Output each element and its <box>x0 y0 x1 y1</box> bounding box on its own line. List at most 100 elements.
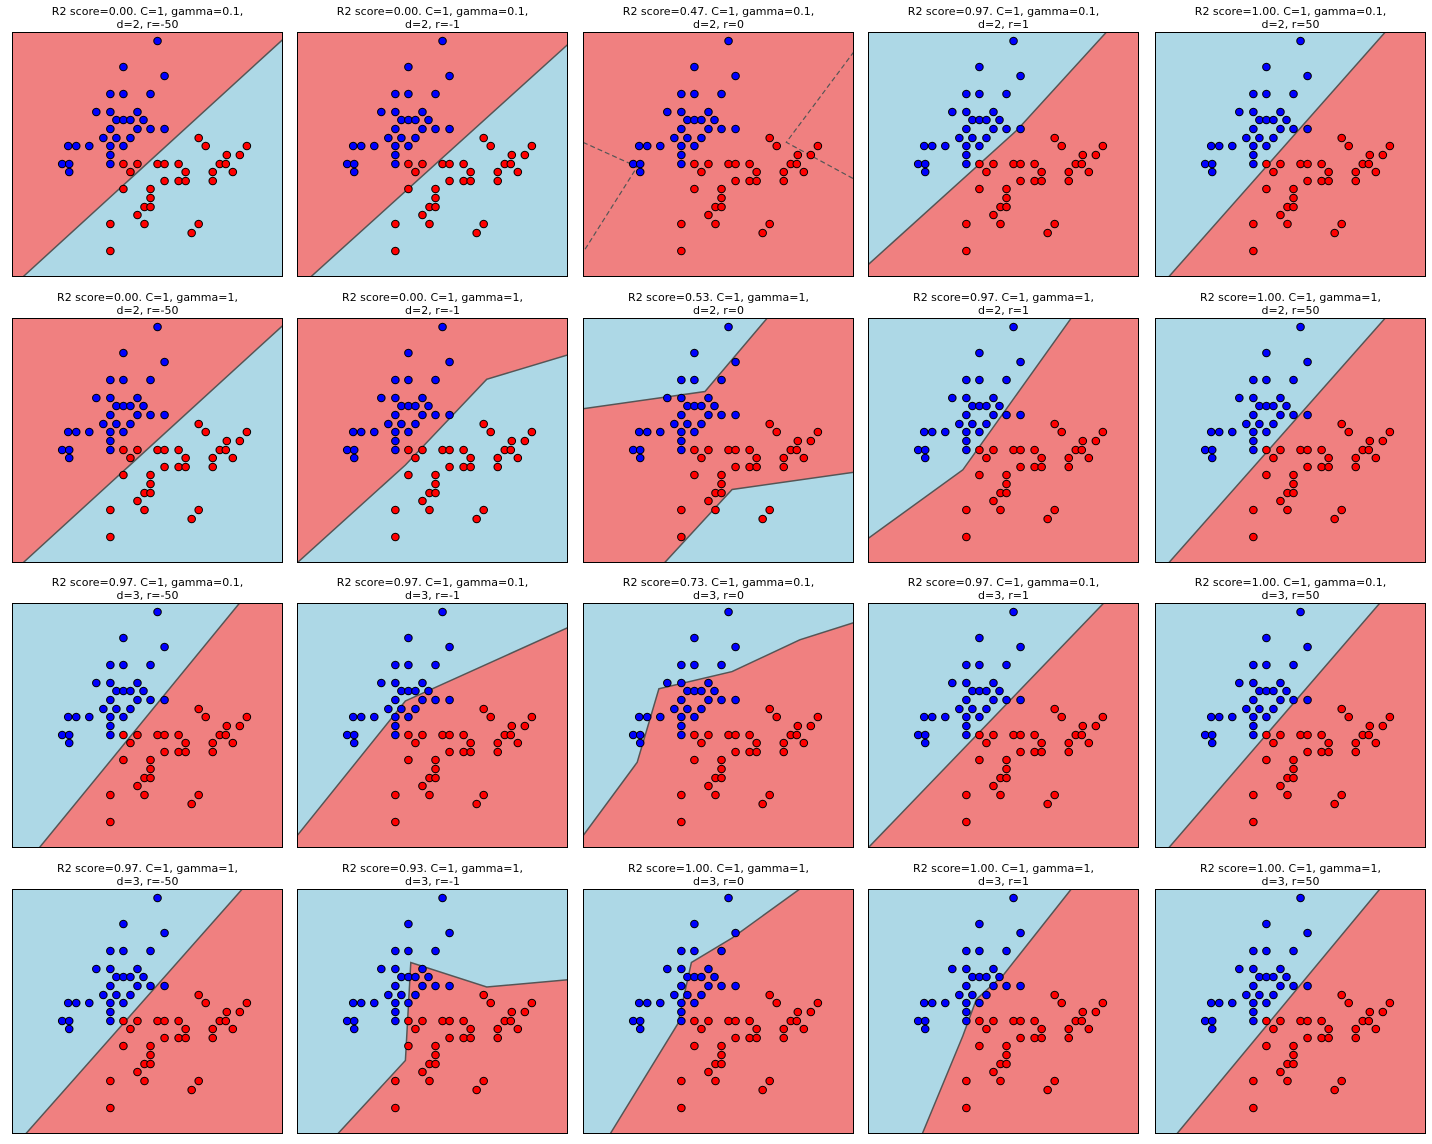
point <box>989 210 998 220</box>
point <box>1283 790 1292 800</box>
point <box>418 678 427 688</box>
point <box>119 445 128 455</box>
point <box>438 893 447 903</box>
point <box>106 141 115 151</box>
point <box>1262 998 1271 1008</box>
point <box>704 695 713 705</box>
point <box>772 141 782 151</box>
point <box>989 107 998 117</box>
point <box>677 1016 686 1026</box>
point <box>146 184 155 194</box>
point <box>635 159 645 169</box>
point <box>690 998 699 1008</box>
point <box>119 730 128 740</box>
point <box>968 972 977 982</box>
point <box>704 107 713 117</box>
point <box>677 246 686 256</box>
point <box>397 419 406 429</box>
point <box>174 445 183 455</box>
point <box>438 445 447 455</box>
point <box>424 401 433 411</box>
frame <box>868 889 1139 1134</box>
point <box>1064 453 1074 463</box>
point <box>466 1024 475 1034</box>
point <box>139 401 148 411</box>
point <box>64 1024 74 1034</box>
point <box>806 721 816 731</box>
point <box>221 730 231 740</box>
point <box>222 436 232 446</box>
point <box>772 427 782 437</box>
point <box>711 219 720 229</box>
point <box>677 505 686 515</box>
point <box>1098 141 1108 151</box>
point <box>208 176 218 186</box>
point <box>404 686 413 696</box>
point <box>1084 738 1094 748</box>
point <box>445 357 454 367</box>
point <box>799 1024 809 1034</box>
point <box>799 453 809 463</box>
point <box>717 695 726 705</box>
point <box>242 998 252 1008</box>
point <box>717 184 726 194</box>
point <box>1098 998 1108 1008</box>
point <box>962 410 971 420</box>
point <box>975 1041 984 1051</box>
point <box>472 228 481 238</box>
point <box>520 721 530 731</box>
point <box>92 107 101 117</box>
point <box>92 678 101 688</box>
point <box>995 401 1004 411</box>
point <box>126 738 135 748</box>
point <box>962 375 971 385</box>
point <box>431 375 440 385</box>
point <box>920 738 930 748</box>
point <box>431 764 440 774</box>
point <box>1077 1016 1087 1026</box>
point <box>955 133 964 143</box>
point <box>146 89 155 99</box>
point <box>391 141 400 151</box>
point <box>1078 1007 1088 1017</box>
point <box>711 1076 720 1086</box>
point <box>431 184 440 194</box>
point <box>670 419 679 429</box>
panel <box>868 603 1139 848</box>
point <box>404 348 413 358</box>
point <box>404 141 413 151</box>
point <box>1262 184 1271 194</box>
point <box>677 410 686 420</box>
point <box>445 747 454 757</box>
point <box>242 712 252 722</box>
point <box>962 730 971 740</box>
point <box>752 738 761 748</box>
point <box>486 712 496 722</box>
point <box>404 1016 413 1026</box>
point <box>690 427 699 437</box>
point <box>690 62 699 72</box>
point <box>146 660 155 670</box>
point <box>126 990 135 1000</box>
point <box>1214 427 1224 437</box>
point <box>64 453 74 463</box>
point <box>106 721 115 731</box>
point <box>779 1024 789 1034</box>
point <box>391 159 400 169</box>
point <box>975 62 984 72</box>
panel <box>583 603 854 848</box>
point <box>1289 124 1298 134</box>
point <box>493 1024 503 1034</box>
point <box>710 686 719 696</box>
panel <box>583 889 854 1134</box>
point <box>349 445 359 455</box>
point <box>1207 738 1217 748</box>
point <box>493 167 503 177</box>
point <box>683 401 692 411</box>
point <box>411 167 420 177</box>
point <box>919 998 929 1008</box>
decision-boundary <box>583 621 854 837</box>
point <box>445 445 454 455</box>
point <box>677 89 686 99</box>
